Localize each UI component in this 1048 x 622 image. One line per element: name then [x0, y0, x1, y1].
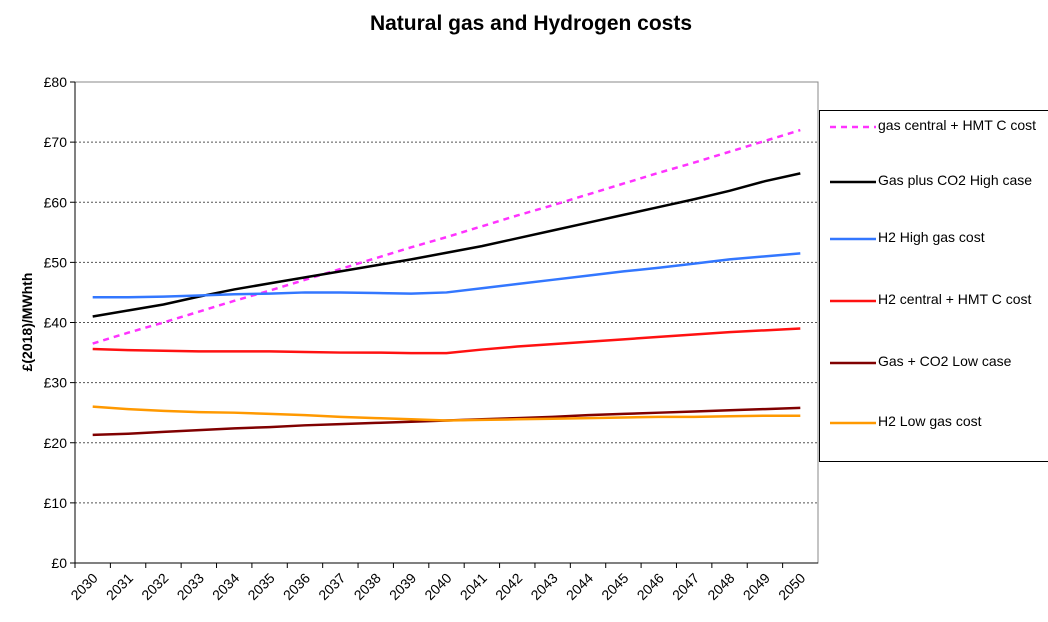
x-tick-label: 2048: [704, 570, 737, 603]
legend-swatch: [830, 361, 876, 365]
x-tick-label: 2044: [563, 570, 596, 603]
series-line: [92, 327, 801, 355]
x-tick-label: 2050: [775, 570, 808, 603]
y-tick-label: £30: [44, 375, 68, 391]
y-tick-label: £70: [44, 134, 68, 150]
x-tick-label: 2032: [138, 570, 171, 603]
legend-swatch: [830, 125, 876, 129]
legend-label: H2 central + HMT C cost: [878, 291, 1032, 307]
y-axis-title: £(2018)/MWhth: [19, 273, 35, 372]
y-tick-label: £50: [44, 254, 68, 270]
y-tick-label: £10: [44, 495, 68, 511]
legend-entry: gas central + HMT C cost: [820, 117, 1048, 134]
legend-entry: Gas plus CO2 High case: [820, 172, 1048, 189]
series-line: [92, 405, 801, 422]
series-line: [92, 128, 801, 345]
legend-swatch: [830, 237, 876, 241]
y-tick-label: £40: [44, 315, 68, 331]
legend-swatch: [830, 299, 876, 303]
y-tick-label: £60: [44, 194, 68, 210]
x-tick-label: 2031: [103, 570, 136, 603]
legend-entry: H2 Low gas cost: [820, 413, 1048, 430]
x-tick-label: 2049: [740, 570, 773, 603]
series-line: [92, 252, 801, 299]
x-tick-label: 2037: [315, 570, 348, 603]
x-tick-label: 2039: [386, 570, 419, 603]
x-tick-label: 2035: [244, 570, 277, 603]
x-tick-label: 2041: [457, 570, 490, 603]
legend-swatch: [830, 180, 876, 184]
legend-label: H2 Low gas cost: [878, 413, 982, 429]
x-tick-label: 2030: [67, 570, 100, 603]
x-tick-label: 2045: [598, 570, 631, 603]
legend-entry: H2 High gas cost: [820, 229, 1048, 246]
x-tick-label: 2036: [280, 570, 313, 603]
x-tick-label: 2042: [492, 570, 525, 603]
x-tick-label: 2040: [421, 570, 454, 603]
legend: gas central + HMT C cost Gas plus CO2 Hig…: [819, 110, 1048, 462]
legend-label: H2 High gas cost: [878, 229, 985, 245]
y-tick-label: £80: [44, 74, 68, 90]
legend-entry: Gas + CO2 Low case: [820, 353, 1048, 370]
y-tick-label: £0: [51, 555, 67, 571]
x-tick-label: 2033: [174, 570, 207, 603]
legend-entry: H2 central + HMT C cost: [820, 291, 1048, 308]
legend-label: Gas + CO2 Low case: [878, 353, 1012, 369]
x-tick-label: 2043: [527, 570, 560, 603]
legend-label: gas central + HMT C cost: [878, 117, 1037, 133]
y-tick-label: £20: [44, 435, 68, 451]
x-tick-label: 2047: [669, 570, 702, 603]
x-tick-label: 2034: [209, 570, 242, 603]
legend-swatch: [830, 421, 876, 425]
x-tick-label: 2038: [351, 570, 384, 603]
plot-area: [74, 81, 819, 564]
legend-label: Gas plus CO2 High case: [878, 172, 1033, 188]
x-tick-label: 2046: [634, 570, 667, 603]
chart-title: Natural gas and Hydrogen costs: [370, 12, 692, 35]
